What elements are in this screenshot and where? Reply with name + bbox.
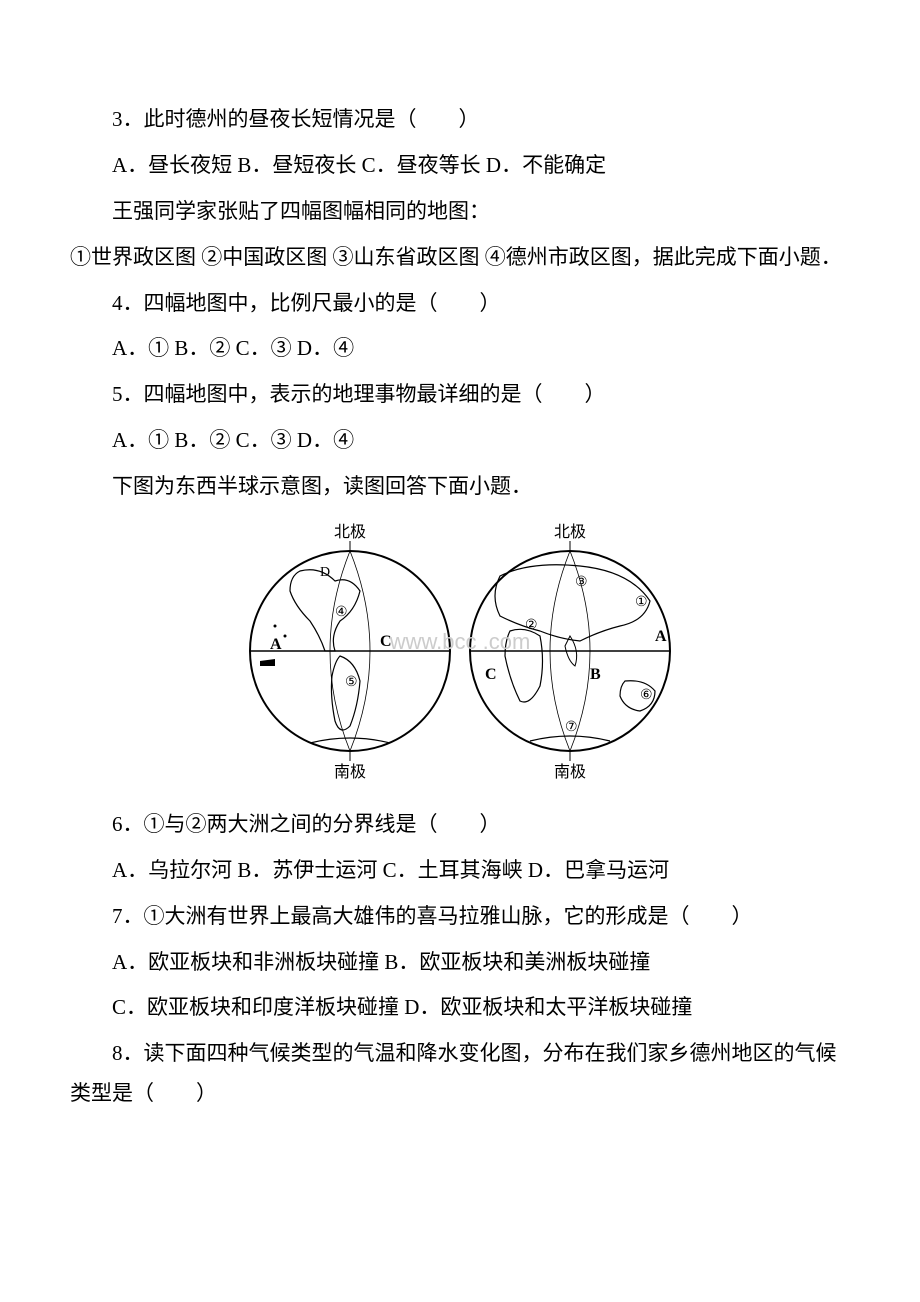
intro1-line2: ①世界政区图 ②中国政区图 ③山东省政区图 ④德州市政区图，据此完成下面小题． [70, 238, 850, 278]
q3-options: A．昼长夜短 B．昼短夜长 C．昼夜等长 D．不能确定 [70, 146, 850, 186]
label-5: ⑤ [345, 675, 358, 690]
dot2 [284, 635, 287, 638]
hemisphere-svg: 北极 北极 D ④ A C ⑤ [240, 521, 680, 781]
q3-stem: 3．此时德州的昼夜长短情况是（ ） [70, 100, 850, 140]
label-6: ⑥ [640, 688, 653, 703]
watermark: www.bcc .com [389, 629, 531, 654]
label-north-left: 北极 [334, 523, 366, 541]
label-B: B [590, 666, 601, 683]
q7-line2: C．欧亚板块和印度洋板块碰撞 D．欧亚板块和太平洋板块碰撞 [70, 988, 850, 1028]
page: 3．此时德州的昼夜长短情况是（ ） A．昼长夜短 B．昼短夜长 C．昼夜等长 D… [0, 0, 920, 1302]
label-1: ① [635, 595, 648, 610]
q8-stem: 8．读下面四种气候类型的气温和降水变化图，分布在我们家乡德州地区的气候类型是（ … [70, 1034, 850, 1114]
label-D: D [320, 565, 330, 580]
q6-stem: 6．①与②两大洲之间的分界线是（ ） [70, 805, 850, 845]
q5-stem: 5．四幅地图中，表示的地理事物最详细的是（ ） [70, 375, 850, 415]
q6-options: A．乌拉尔河 B．苏伊士运河 C．土耳其海峡 D．巴拿马运河 [70, 851, 850, 891]
label-north-right: 北极 [554, 523, 586, 541]
q5-options: A．① B．② C．③ D．④ [70, 421, 850, 461]
q4-options: A．① B．② C．③ D．④ [70, 329, 850, 369]
label-A-left: A [270, 636, 282, 653]
hemisphere-figure: 北极 北极 D ④ A C ⑤ [70, 521, 850, 795]
label-A-right: A [655, 628, 667, 645]
label-3: ③ [575, 575, 588, 590]
label-7: ⑦ [565, 720, 578, 735]
q4-stem: 4．四幅地图中，比例尺最小的是（ ） [70, 284, 850, 324]
label-C-right: C [485, 666, 497, 683]
intro1-line1: 王强同学家张贴了四幅图幅相同的地图： [70, 192, 850, 232]
q7-stem-text: 7．①大洲有世界上最高大雄伟的喜马拉雅山脉，它的形成是（ ） [112, 904, 753, 928]
q7-stem: 7．①大洲有世界上最高大雄伟的喜马拉雅山脉，它的形成是（ ） [70, 897, 850, 937]
q8-stem-text: 8．读下面四种气候类型的气温和降水变化图，分布在我们家乡德州地区的气候类型是（ … [70, 1041, 837, 1105]
q7-line1: A．欧亚板块和非洲板块碰撞 B．欧亚板块和美洲板块碰撞 [70, 943, 850, 983]
dot1 [274, 625, 277, 628]
label-south-right: 南极 [554, 763, 586, 781]
label-south-left: 南极 [334, 763, 366, 781]
intro2: 下图为东西半球示意图，读图回答下面小题． [70, 467, 850, 507]
label-4: ④ [335, 605, 348, 620]
